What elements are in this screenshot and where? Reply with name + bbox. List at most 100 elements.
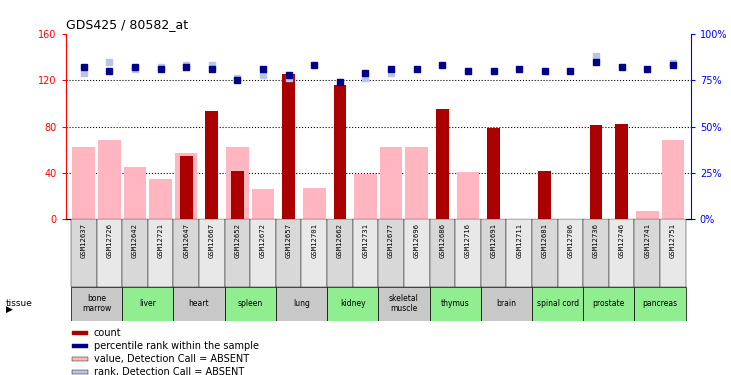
Text: value, Detection Call = ABSENT: value, Detection Call = ABSENT: [94, 354, 249, 364]
Bar: [635, 219, 660, 287]
Bar: [455, 219, 481, 287]
Text: GSM12721: GSM12721: [158, 223, 164, 258]
Text: kidney: kidney: [340, 299, 366, 308]
Text: GSM12736: GSM12736: [593, 223, 599, 258]
Bar: [122, 287, 173, 321]
Bar: [327, 219, 352, 287]
Text: GSM12672: GSM12672: [260, 223, 266, 258]
Bar: [251, 189, 274, 219]
Text: GSM12706: GSM12706: [567, 223, 573, 258]
Bar: [276, 219, 301, 287]
Bar: [406, 147, 428, 219]
Text: liver: liver: [140, 299, 156, 308]
Bar: [282, 74, 295, 219]
Text: tissue: tissue: [6, 299, 33, 308]
Text: prostate: prostate: [593, 299, 625, 308]
Text: heart: heart: [189, 299, 209, 308]
Text: GSM12662: GSM12662: [337, 223, 343, 258]
Bar: [96, 219, 122, 287]
Bar: [590, 125, 602, 219]
Bar: [148, 219, 173, 287]
Bar: [436, 109, 449, 219]
Bar: [636, 211, 659, 219]
Text: GSM12731: GSM12731: [363, 223, 368, 258]
Bar: [379, 287, 430, 321]
Bar: [72, 147, 95, 219]
Bar: [173, 287, 224, 321]
Text: GSM12677: GSM12677: [388, 223, 394, 258]
Text: GSM12667: GSM12667: [209, 223, 215, 258]
Text: spleen: spleen: [238, 299, 263, 308]
Text: GSM12696: GSM12696: [414, 223, 420, 258]
Bar: [539, 171, 551, 219]
Text: pancreas: pancreas: [643, 299, 678, 308]
Text: GSM12741: GSM12741: [644, 223, 651, 258]
Bar: [583, 219, 609, 287]
Bar: [224, 219, 250, 287]
Bar: [72, 331, 88, 335]
Bar: [662, 141, 684, 219]
Bar: [301, 219, 327, 287]
Text: count: count: [94, 328, 121, 338]
Bar: [457, 172, 480, 219]
Text: skeletal
muscle: skeletal muscle: [389, 294, 419, 314]
Bar: [124, 167, 146, 219]
Bar: [616, 124, 628, 219]
Bar: [481, 287, 532, 321]
Text: percentile rank within the sample: percentile rank within the sample: [94, 341, 259, 351]
Text: thymus: thymus: [441, 299, 469, 308]
Bar: [380, 147, 402, 219]
Bar: [481, 219, 507, 287]
Bar: [149, 179, 172, 219]
Bar: [352, 219, 379, 287]
Bar: [276, 287, 327, 321]
Bar: [327, 287, 379, 321]
Bar: [199, 219, 224, 287]
Bar: [303, 188, 325, 219]
Bar: [98, 141, 121, 219]
Text: bone
marrow: bone marrow: [82, 294, 111, 314]
Text: GSM12711: GSM12711: [516, 223, 522, 258]
Bar: [532, 219, 558, 287]
Bar: [72, 370, 88, 374]
Bar: [488, 128, 500, 219]
Bar: [609, 219, 635, 287]
Bar: [660, 219, 686, 287]
Bar: [180, 156, 192, 219]
Text: GSM12657: GSM12657: [286, 223, 292, 258]
Bar: [583, 287, 635, 321]
Text: rank, Detection Call = ABSENT: rank, Detection Call = ABSENT: [94, 367, 244, 375]
Bar: [224, 287, 276, 321]
Text: GSM12637: GSM12637: [80, 223, 87, 258]
Text: GSM12647: GSM12647: [183, 223, 189, 258]
Bar: [404, 219, 430, 287]
Text: GSM12746: GSM12746: [618, 223, 624, 258]
Bar: [558, 219, 583, 287]
Bar: [72, 344, 88, 348]
Bar: [507, 219, 532, 287]
Text: GSM12691: GSM12691: [491, 223, 496, 258]
Text: GSM12726: GSM12726: [106, 223, 113, 258]
Bar: [355, 174, 376, 219]
Bar: [532, 287, 583, 321]
Bar: [379, 219, 404, 287]
Text: lung: lung: [293, 299, 310, 308]
Text: GSM12681: GSM12681: [542, 223, 548, 258]
Text: GDS425 / 80582_at: GDS425 / 80582_at: [66, 18, 188, 31]
Bar: [430, 287, 481, 321]
Text: GSM12716: GSM12716: [465, 223, 471, 258]
Text: GSM12701: GSM12701: [311, 223, 317, 258]
Bar: [250, 219, 276, 287]
Text: GSM12686: GSM12686: [439, 223, 445, 258]
Text: brain: brain: [496, 299, 516, 308]
Bar: [205, 111, 218, 219]
Bar: [231, 171, 243, 219]
Bar: [71, 219, 96, 287]
Bar: [635, 287, 686, 321]
Text: GSM12751: GSM12751: [670, 223, 676, 258]
Text: spinal cord: spinal cord: [537, 299, 579, 308]
Text: GSM12652: GSM12652: [235, 223, 240, 258]
Bar: [72, 357, 88, 362]
Bar: [175, 153, 197, 219]
Bar: [71, 287, 122, 321]
